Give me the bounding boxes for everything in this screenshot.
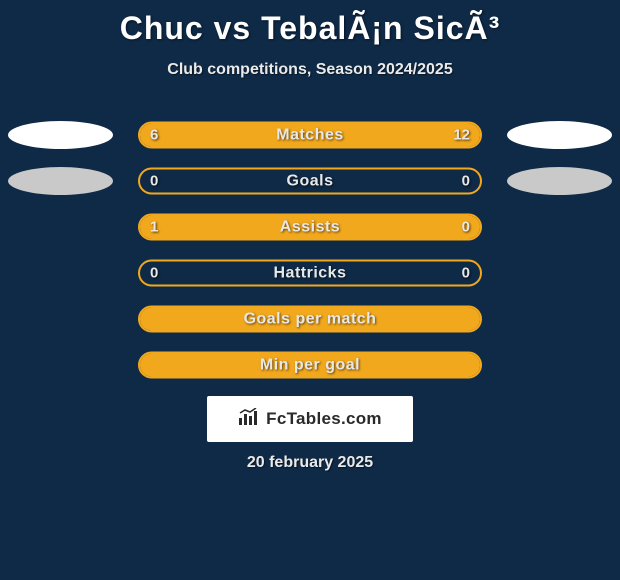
stat-bar: Matches xyxy=(138,122,482,149)
stat-row: Goals per match xyxy=(0,296,620,342)
stats-container: Matches612Goals00Assists10Hattricks00Goa… xyxy=(0,112,620,388)
player-marker-right xyxy=(507,121,612,149)
stat-value-right: 0 xyxy=(462,265,470,282)
subtitle: Club competitions, Season 2024/2025 xyxy=(0,61,620,79)
stat-value-right: 0 xyxy=(462,173,470,190)
stat-bar: Min per goal xyxy=(138,352,482,379)
stat-row: Matches6 12 xyxy=(0,112,620,158)
stat-value-right: 12 xyxy=(453,127,470,144)
stat-bar-fill-left xyxy=(140,216,402,239)
stat-value-left: 1 xyxy=(150,219,158,236)
stat-value-left: 0 xyxy=(150,265,158,282)
stat-row: Goals0 0 xyxy=(0,158,620,204)
fctables-logo[interactable]: FcTables.com xyxy=(207,396,413,442)
player-marker-right xyxy=(507,167,612,195)
stat-bar: Goals xyxy=(138,168,482,195)
stat-bar-fill-left xyxy=(140,354,480,377)
stat-value-right: 0 xyxy=(462,219,470,236)
stat-row: Hattricks0 0 xyxy=(0,250,620,296)
date-label: 20 february 2025 xyxy=(0,454,620,472)
stat-label: Hattricks xyxy=(140,262,480,285)
stat-bar: Hattricks xyxy=(138,260,482,287)
chart-icon xyxy=(238,408,260,431)
stat-bar: Goals per match xyxy=(138,306,482,333)
stat-row: Assists1 0 xyxy=(0,204,620,250)
stat-bar: Assists xyxy=(138,214,482,241)
stat-bar-fill-left xyxy=(140,308,480,331)
stat-value-left: 6 xyxy=(150,127,158,144)
player-marker-left xyxy=(8,167,113,195)
stat-label: Goals xyxy=(140,170,480,193)
stat-bar-fill-right xyxy=(253,124,480,147)
stat-value-left: 0 xyxy=(150,173,158,190)
stat-row: Min per goal xyxy=(0,342,620,388)
player-marker-left xyxy=(8,121,113,149)
page-title: Chuc vs TebalÃ¡n SicÃ³ xyxy=(0,0,620,47)
logo-text: FcTables.com xyxy=(266,409,382,429)
